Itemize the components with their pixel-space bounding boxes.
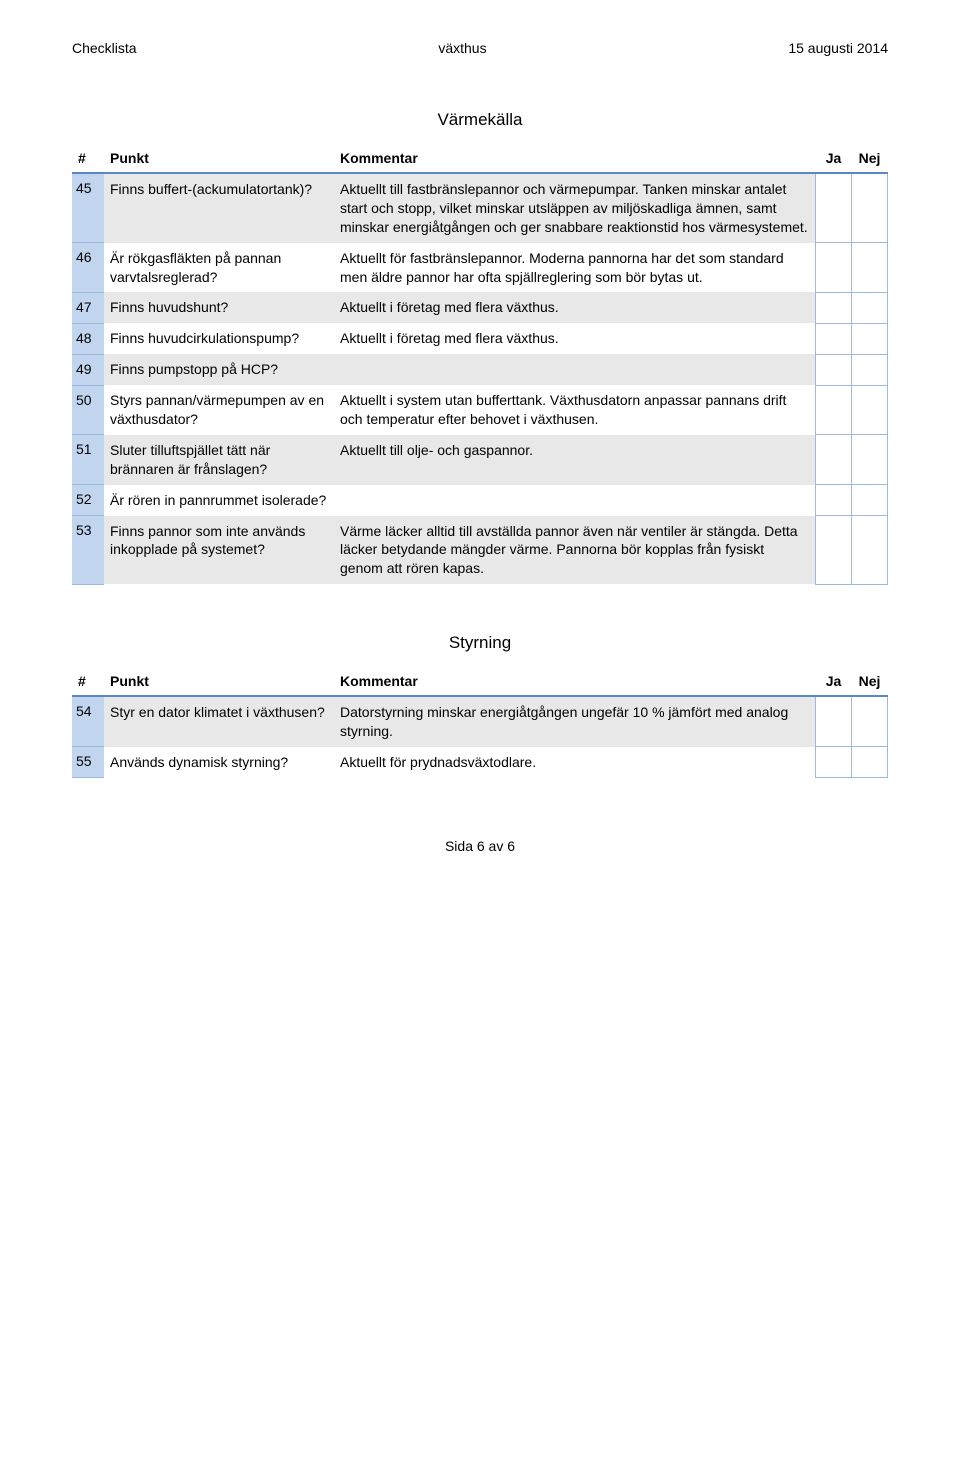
column-header: Punkt xyxy=(104,667,334,696)
checkbox-ja[interactable] xyxy=(816,292,852,323)
column-header: # xyxy=(72,144,104,173)
column-header: Kommentar xyxy=(334,667,816,696)
row-kommentar xyxy=(334,354,816,385)
table-row: 46Är rökgasfläkten på pannan varvtalsreg… xyxy=(72,243,888,293)
row-punkt: Sluter tilluftspjället tätt när brännare… xyxy=(104,435,334,485)
table-row: 53Finns pannor som inte används inkoppla… xyxy=(72,516,888,585)
row-kommentar: Värme läcker alltid till avställda panno… xyxy=(334,516,816,585)
checkbox-nej[interactable] xyxy=(852,696,888,747)
header-center: växthus xyxy=(438,40,486,56)
page-footer: Sida 6 av 6 xyxy=(72,838,888,854)
row-number: 53 xyxy=(72,516,104,585)
checkbox-ja[interactable] xyxy=(816,696,852,747)
row-kommentar: Aktuellt i företag med flera växthus. xyxy=(334,323,816,354)
row-kommentar xyxy=(334,485,816,516)
row-number: 48 xyxy=(72,323,104,354)
row-number: 49 xyxy=(72,354,104,385)
table-row: 51Sluter tilluftspjället tätt när bränna… xyxy=(72,435,888,485)
row-punkt: Styrs pannan/värmepumpen av en växthusda… xyxy=(104,385,334,435)
table-row: 50Styrs pannan/värmepumpen av en växthus… xyxy=(72,385,888,435)
row-punkt: Styr en dator klimatet i växthusen? xyxy=(104,696,334,747)
checkbox-ja[interactable] xyxy=(816,516,852,585)
row-kommentar: Aktuellt för fastbränslepannor. Moderna … xyxy=(334,243,816,293)
checkbox-nej[interactable] xyxy=(852,292,888,323)
checkbox-ja[interactable] xyxy=(816,173,852,243)
column-header: Nej xyxy=(852,144,888,173)
column-header: Kommentar xyxy=(334,144,816,173)
checkbox-nej[interactable] xyxy=(852,323,888,354)
row-number: 51 xyxy=(72,435,104,485)
checkbox-ja[interactable] xyxy=(816,243,852,293)
row-kommentar: Aktuellt till olje- och gaspannor. xyxy=(334,435,816,485)
row-punkt: Finns huvudcirkulationspump? xyxy=(104,323,334,354)
row-number: 52 xyxy=(72,485,104,516)
column-header: Ja xyxy=(816,144,852,173)
table-row: 55Används dynamisk styrning?Aktuellt för… xyxy=(72,747,888,778)
table-row: 45Finns buffert-(ackumulatortank)?Aktuel… xyxy=(72,173,888,243)
checkbox-nej[interactable] xyxy=(852,385,888,435)
table-row: 54Styr en dator klimatet i växthusen?Dat… xyxy=(72,696,888,747)
checkbox-nej[interactable] xyxy=(852,243,888,293)
row-punkt: Används dynamisk styrning? xyxy=(104,747,334,778)
row-kommentar: Aktuellt i företag med flera växthus. xyxy=(334,292,816,323)
column-header: Punkt xyxy=(104,144,334,173)
row-kommentar: Aktuellt till fastbränslepannor och värm… xyxy=(334,173,816,243)
row-punkt: Finns pumpstopp på HCP? xyxy=(104,354,334,385)
row-number: 54 xyxy=(72,696,104,747)
page-header: Checklista växthus 15 augusti 2014 xyxy=(72,40,888,56)
row-punkt: Finns huvudshunt? xyxy=(104,292,334,323)
section-title: Styrning xyxy=(72,633,888,653)
checklist-table: #PunktKommentarJaNej54Styr en dator klim… xyxy=(72,667,888,778)
column-header: # xyxy=(72,667,104,696)
row-kommentar: Datorstyrning minskar energiåtgången ung… xyxy=(334,696,816,747)
checkbox-nej[interactable] xyxy=(852,516,888,585)
row-number: 55 xyxy=(72,747,104,778)
section-title: Värmekälla xyxy=(72,110,888,130)
checkbox-nej[interactable] xyxy=(852,173,888,243)
row-punkt: Finns buffert-(ackumulatortank)? xyxy=(104,173,334,243)
table-row: 52Är rören in pannrummet isolerade? xyxy=(72,485,888,516)
row-number: 46 xyxy=(72,243,104,293)
row-number: 45 xyxy=(72,173,104,243)
checkbox-nej[interactable] xyxy=(852,354,888,385)
checkbox-ja[interactable] xyxy=(816,747,852,778)
column-header: Ja xyxy=(816,667,852,696)
checkbox-nej[interactable] xyxy=(852,435,888,485)
row-number: 47 xyxy=(72,292,104,323)
row-punkt: Finns pannor som inte används inkopplade… xyxy=(104,516,334,585)
header-right: 15 augusti 2014 xyxy=(788,40,888,56)
row-punkt: Är rökgasfläkten på pannan varvtalsregle… xyxy=(104,243,334,293)
checkbox-nej[interactable] xyxy=(852,747,888,778)
row-kommentar: Aktuellt i system utan bufferttank. Växt… xyxy=(334,385,816,435)
table-row: 48Finns huvudcirkulationspump?Aktuellt i… xyxy=(72,323,888,354)
checkbox-ja[interactable] xyxy=(816,323,852,354)
checklist-table: #PunktKommentarJaNej45Finns buffert-(ack… xyxy=(72,144,888,585)
checkbox-ja[interactable] xyxy=(816,435,852,485)
table-row: 47Finns huvudshunt?Aktuellt i företag me… xyxy=(72,292,888,323)
checkbox-nej[interactable] xyxy=(852,485,888,516)
row-kommentar: Aktuellt för prydnadsväxtodlare. xyxy=(334,747,816,778)
column-header: Nej xyxy=(852,667,888,696)
row-punkt: Är rören in pannrummet isolerade? xyxy=(104,485,334,516)
row-number: 50 xyxy=(72,385,104,435)
table-row: 49Finns pumpstopp på HCP? xyxy=(72,354,888,385)
header-left: Checklista xyxy=(72,40,137,56)
checkbox-ja[interactable] xyxy=(816,385,852,435)
checkbox-ja[interactable] xyxy=(816,354,852,385)
checkbox-ja[interactable] xyxy=(816,485,852,516)
